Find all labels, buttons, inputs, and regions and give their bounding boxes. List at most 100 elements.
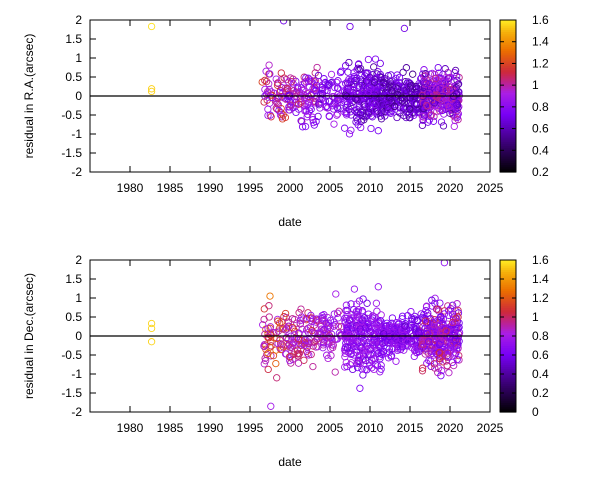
colorbar-tick-label: 0 [532, 405, 539, 419]
data-point [286, 343, 294, 352]
colorbar-segment [500, 90, 516, 93]
data-point [301, 122, 310, 131]
data-point [353, 96, 361, 104]
data-point [350, 285, 359, 293]
colorbar-segment [500, 265, 516, 269]
colorbar-segment [500, 40, 516, 44]
data-point [314, 112, 322, 121]
data-point [421, 317, 430, 325]
colorbar-segment [500, 107, 516, 110]
x-tick-label: 1995 [237, 181, 264, 195]
colorbar-segment [500, 118, 516, 122]
colorbar-segment [500, 269, 516, 272]
data-point [367, 124, 375, 133]
data-point [370, 342, 378, 350]
y-tick-label: -0.5 [61, 348, 82, 362]
data-point [350, 69, 358, 77]
data-point [432, 349, 440, 357]
data-point [377, 311, 385, 319]
y-tick-label: -1 [71, 127, 82, 141]
data-point [369, 349, 377, 358]
y-tick-label: -2 [71, 405, 82, 419]
data-point [391, 322, 399, 331]
y-tick-label: 0 [75, 329, 82, 343]
data-point [273, 99, 281, 108]
colorbar-segment [500, 37, 516, 40]
data-point [390, 344, 398, 352]
data-point [286, 101, 295, 109]
data-point [433, 108, 441, 116]
x-tick-label: 2010 [357, 421, 384, 435]
data-point [444, 302, 452, 310]
data-point [355, 359, 363, 367]
x-tick-label: 2015 [397, 421, 424, 435]
data-point [307, 78, 316, 86]
data-point [354, 308, 362, 316]
data-point [371, 106, 379, 114]
colorbar-segment [500, 383, 516, 386]
data-point [453, 76, 461, 84]
data-point [266, 111, 274, 119]
data-point [345, 58, 353, 67]
data-point [390, 102, 399, 110]
colorbar-segment [500, 311, 516, 314]
data-point [300, 356, 308, 364]
y-axis-label: residual in Dec.(arcsec) [22, 273, 36, 399]
data-point [370, 313, 379, 321]
y-tick-label: 0.5 [65, 310, 82, 324]
data-point [355, 82, 364, 90]
colorbar-segment [500, 261, 516, 265]
data-point [147, 22, 156, 31]
data-point [267, 342, 275, 350]
colorbar-segment [500, 99, 516, 103]
data-point [331, 368, 339, 376]
data-point [430, 321, 439, 329]
data-point [390, 323, 398, 332]
data-point [397, 333, 405, 341]
data-point [347, 76, 355, 84]
colorbar-segment [500, 370, 516, 373]
data-point [409, 70, 417, 78]
data-point [344, 68, 352, 76]
colorbar-segment [500, 20, 516, 23]
colorbar-tick-label: 1.2 [532, 56, 549, 70]
colorbar-segment [500, 73, 516, 76]
y-tick-label: 2 [75, 253, 82, 267]
data-point [273, 334, 281, 343]
data-point [285, 103, 293, 111]
data-point [272, 359, 280, 368]
colorbar-segment [500, 402, 516, 405]
data-point [334, 322, 343, 330]
data-point [420, 100, 429, 108]
data-point [346, 22, 354, 31]
data-point [345, 333, 354, 341]
data-point [453, 300, 461, 308]
colorbar-segment [500, 271, 516, 274]
data-point [425, 116, 433, 124]
colorbar-segment [500, 387, 516, 390]
data-point [316, 104, 324, 112]
data-point [363, 299, 371, 307]
data-point [451, 325, 459, 334]
data-point [364, 101, 372, 109]
colorbar-segment [500, 381, 516, 385]
x-tick-label: 1990 [197, 181, 224, 195]
data-point [450, 122, 458, 131]
data-point [313, 63, 321, 72]
data-point [400, 346, 408, 354]
colorbar-segment [500, 263, 516, 267]
data-point [407, 307, 415, 316]
data-point [445, 311, 453, 319]
data-point [351, 338, 360, 347]
data-point [374, 127, 382, 135]
data-point [324, 354, 332, 363]
data-point [266, 70, 274, 78]
panel-bottom: -2 -1.5 -1 -0.5 0 0.5 1 1.5 2 1980 1985 1990 1995 200… [22, 253, 549, 469]
data-point [298, 117, 306, 126]
data-point [437, 372, 445, 380]
colorbar-segment [500, 326, 516, 329]
data-point [368, 322, 376, 331]
data-point [395, 73, 404, 82]
colorbar-segment [500, 135, 516, 139]
colorbar-tick-label: 1.4 [532, 272, 549, 286]
